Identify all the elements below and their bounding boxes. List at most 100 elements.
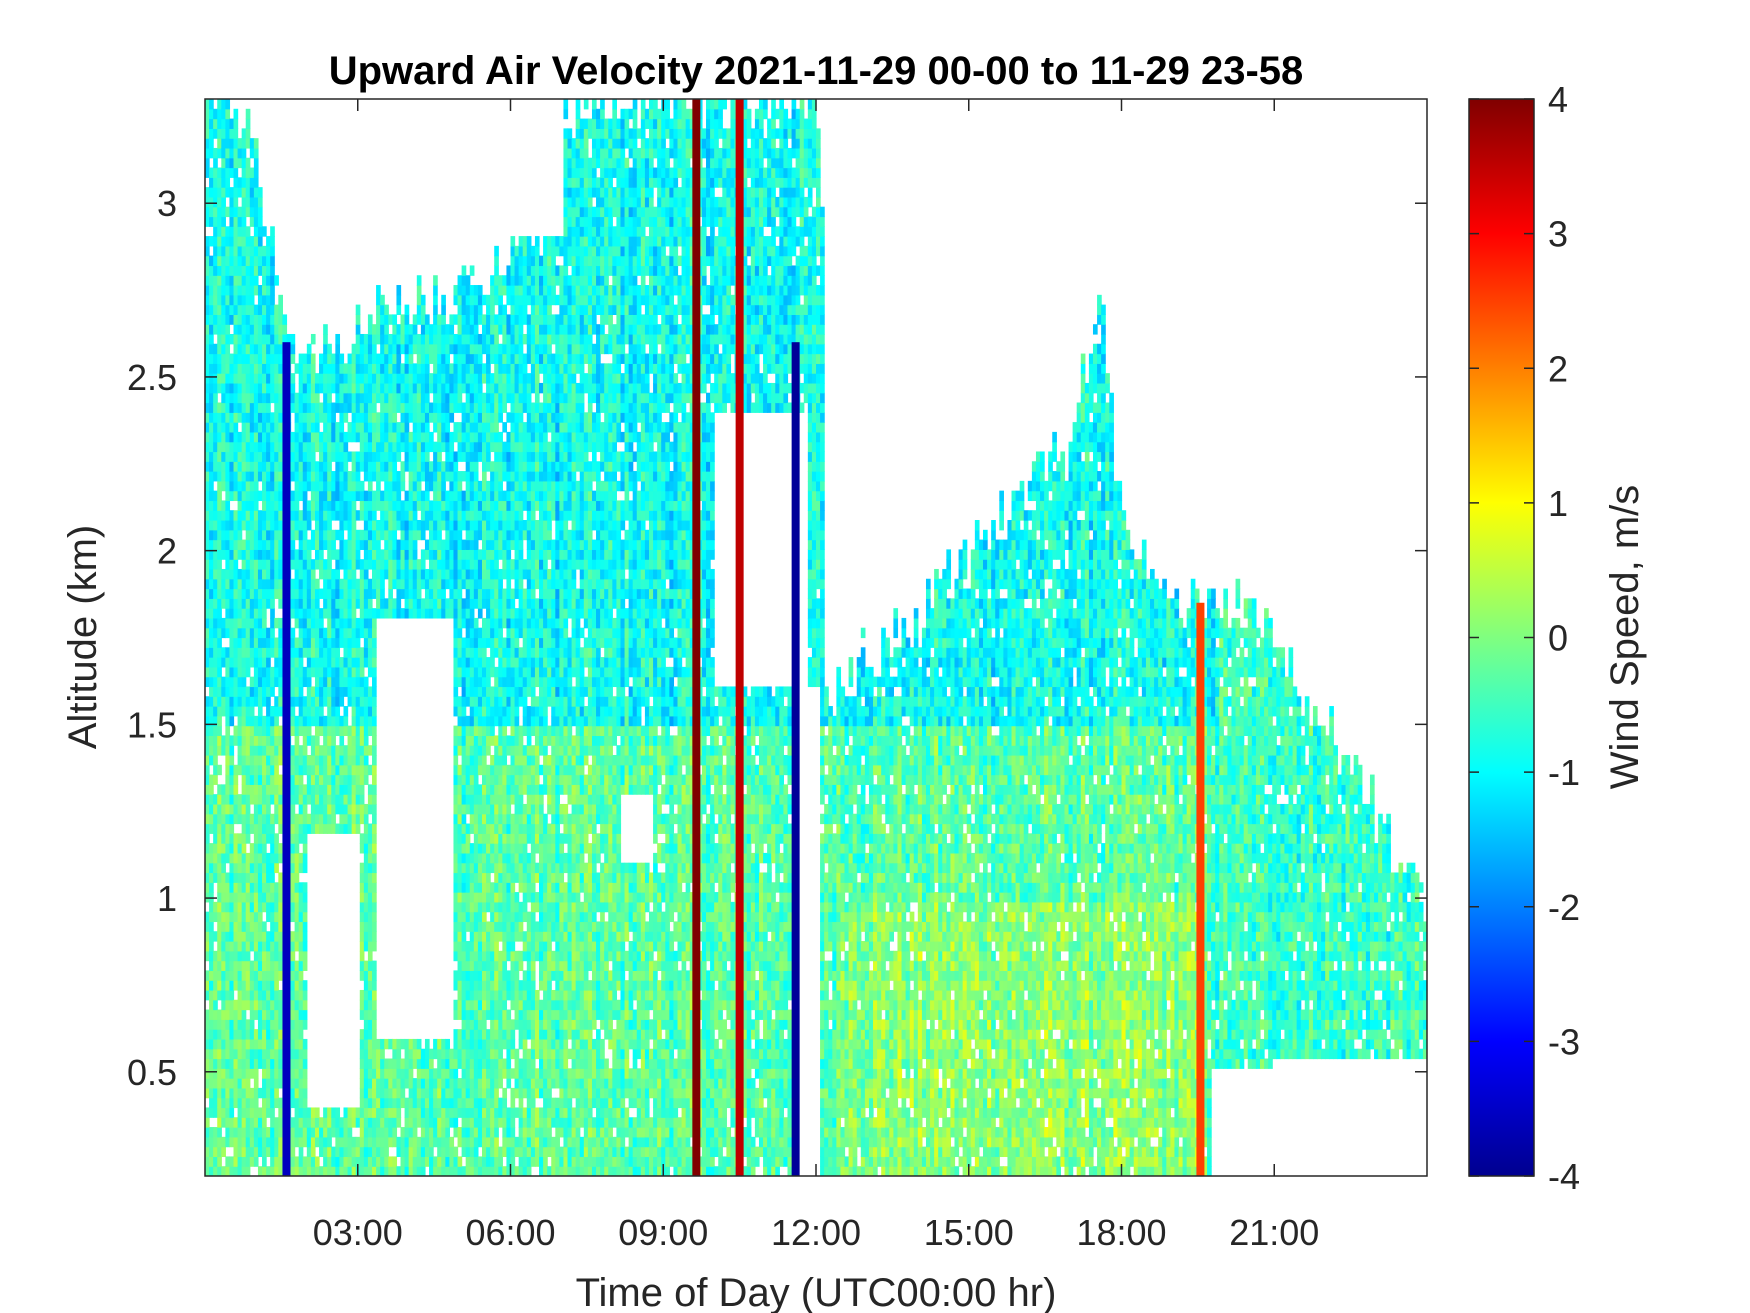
heatmap-cell	[469, 539, 475, 550]
heatmap-cell	[225, 285, 231, 296]
heatmap-cell	[335, 373, 341, 384]
heatmap-cell	[221, 960, 226, 971]
heatmap-cell	[205, 715, 210, 727]
heatmap-cell	[331, 588, 336, 599]
heatmap-cell	[266, 529, 271, 541]
heatmap-cell	[372, 892, 377, 903]
heatmap-cell	[241, 304, 247, 315]
heatmap-cell	[457, 353, 463, 364]
heatmap-cell	[359, 1058, 365, 1069]
heatmap-cell	[412, 402, 418, 413]
heatmap-cell	[310, 363, 316, 374]
heatmap-cell	[473, 706, 479, 717]
heatmap-cell	[213, 989, 218, 1001]
heatmap-cell	[290, 706, 296, 717]
heatmap-cell	[213, 872, 218, 883]
heatmap-cell	[372, 451, 377, 462]
heatmap-cell	[245, 568, 251, 580]
heatmap-cell	[343, 510, 349, 521]
heatmap-cell	[213, 363, 218, 374]
heatmap-cell	[270, 666, 275, 678]
heatmap-cell	[441, 304, 446, 315]
heatmap-cell	[323, 715, 328, 727]
heatmap-cell	[424, 363, 430, 374]
heatmap-cell	[429, 549, 434, 560]
heatmap-cell	[461, 784, 467, 795]
heatmap-cell	[205, 794, 210, 805]
heatmap-cell	[298, 676, 304, 688]
heatmap-cell	[302, 892, 308, 903]
heatmap-cell	[384, 1087, 389, 1099]
heatmap-cell	[205, 471, 210, 482]
heatmap-cell	[209, 803, 214, 815]
heatmap-cell	[461, 696, 467, 707]
heatmap-cell	[221, 275, 226, 286]
heatmap-cell	[429, 1146, 434, 1158]
heatmap-cell	[233, 147, 239, 159]
heatmap-cell	[473, 422, 479, 433]
heatmap-cell	[241, 1078, 247, 1089]
heatmap-cell	[339, 1117, 345, 1128]
heatmap-cell	[408, 510, 414, 521]
heatmap-cell	[490, 921, 495, 932]
heatmap-cell	[469, 314, 475, 325]
heatmap-cell	[481, 754, 487, 766]
heatmap-cell	[241, 588, 247, 599]
heatmap-cell	[469, 324, 475, 335]
heatmap-cell	[298, 520, 304, 531]
heatmap-cell	[253, 539, 259, 550]
heatmap-cell	[457, 696, 463, 707]
heatmap-cell	[331, 500, 336, 511]
heatmap-cell	[392, 1048, 398, 1060]
heatmap-cell	[477, 921, 483, 932]
heatmap-cell	[449, 490, 455, 502]
heatmap-cell	[416, 480, 422, 492]
heatmap-cell	[302, 735, 308, 746]
heatmap-cell	[237, 147, 243, 159]
heatmap-cell	[355, 490, 361, 502]
heatmap-cell	[241, 255, 247, 267]
heatmap-cell	[481, 1029, 487, 1040]
heatmap-cell	[253, 177, 259, 188]
heatmap-cell	[302, 725, 308, 737]
heatmap-cell	[319, 490, 324, 502]
heatmap-cell	[473, 461, 479, 472]
heatmap-cell	[481, 706, 487, 717]
heatmap-cell	[437, 363, 442, 374]
heatmap-cell	[314, 794, 320, 805]
heatmap-cell	[253, 892, 259, 903]
heatmap-cell	[225, 764, 231, 776]
heatmap-cell	[274, 666, 279, 678]
heatmap-cell	[441, 1048, 446, 1060]
heatmap-cell	[461, 862, 467, 874]
heatmap-cell	[298, 1166, 304, 1176]
heatmap-cell	[302, 617, 308, 629]
heatmap-cell	[347, 422, 353, 433]
heatmap-cell	[343, 461, 349, 472]
heatmap-cell	[477, 1019, 483, 1030]
heatmap-cell	[241, 852, 247, 864]
heatmap-cell	[245, 999, 251, 1011]
heatmap-cell	[274, 471, 279, 482]
heatmap-cell	[388, 598, 393, 609]
heatmap-cell	[225, 1117, 231, 1128]
heatmap-cell	[266, 402, 271, 413]
heatmap-cell	[453, 471, 459, 482]
heatmap-cell	[335, 568, 341, 580]
heatmap-cell	[217, 285, 222, 296]
heatmap-cell	[384, 304, 389, 315]
heatmap-cell	[457, 666, 463, 678]
heatmap-cell	[477, 754, 483, 766]
heatmap-cell	[270, 353, 275, 364]
heatmap-cell	[331, 568, 336, 580]
heatmap-cell	[372, 431, 377, 443]
heatmap-cell	[331, 715, 336, 727]
heatmap-cell	[213, 255, 218, 267]
heatmap-cell	[225, 118, 231, 129]
heatmap-cell	[205, 167, 210, 178]
heatmap-cell	[221, 167, 226, 178]
heatmap-cell	[302, 1068, 308, 1079]
heatmap-cell	[253, 353, 259, 364]
heatmap-cell	[384, 1097, 389, 1109]
heatmap-cell	[290, 1029, 296, 1040]
